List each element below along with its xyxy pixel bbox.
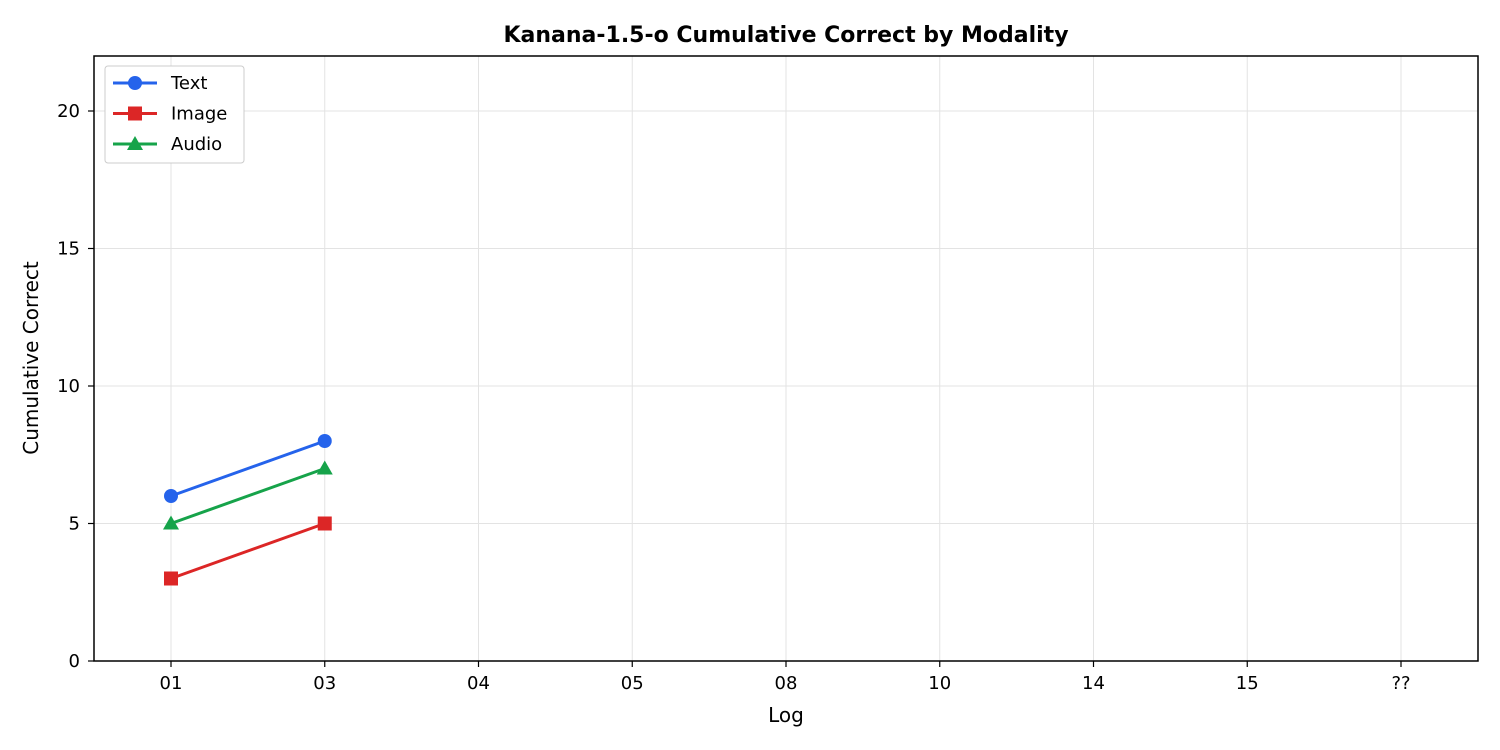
x-tick-label: 03 xyxy=(313,673,336,694)
legend-box xyxy=(104,65,245,164)
y-tick-label: 0 xyxy=(69,651,80,672)
data-point-audio xyxy=(316,460,333,475)
chart-title: Kanana-1.5-o Cumulative Correct by Modal… xyxy=(503,23,1068,48)
data-point-text xyxy=(164,489,178,503)
x-tick-label: 10 xyxy=(928,673,951,694)
x-tick-label: ?? xyxy=(1391,673,1410,694)
y-tick-label: 10 xyxy=(57,376,80,397)
legend-label-audio: Audio xyxy=(171,134,222,155)
legend-marker-image xyxy=(128,106,142,121)
y-axis-label: Cumulative Correct xyxy=(19,261,43,455)
data-point-image xyxy=(317,516,332,531)
y-tick-label: 20 xyxy=(57,101,80,122)
x-tick-label: 08 xyxy=(775,673,798,694)
x-tick-label: 15 xyxy=(1236,673,1259,694)
x-tick-label: 05 xyxy=(621,673,644,694)
data-point-image xyxy=(164,571,178,586)
x-tick-label: 01 xyxy=(160,673,183,694)
series-line-audio xyxy=(170,467,326,525)
series-line-image xyxy=(170,522,326,580)
series-layer xyxy=(163,434,333,586)
data-point-audio xyxy=(163,515,179,530)
legend-label-image: Image xyxy=(171,104,227,125)
legend-label-text: Text xyxy=(170,73,207,94)
legend: Text Image Audio xyxy=(104,65,245,164)
data-point-text xyxy=(317,434,332,448)
legend-marker-audio xyxy=(127,136,143,150)
x-axis-label: Log xyxy=(768,703,804,727)
series-line-text xyxy=(170,439,326,498)
y-tick-label: 15 xyxy=(57,239,80,260)
y-tick-label: 5 xyxy=(69,514,80,535)
legend-marker-text xyxy=(128,76,142,90)
x-tick-label: 04 xyxy=(467,673,490,694)
x-tick-label: 14 xyxy=(1082,673,1105,694)
